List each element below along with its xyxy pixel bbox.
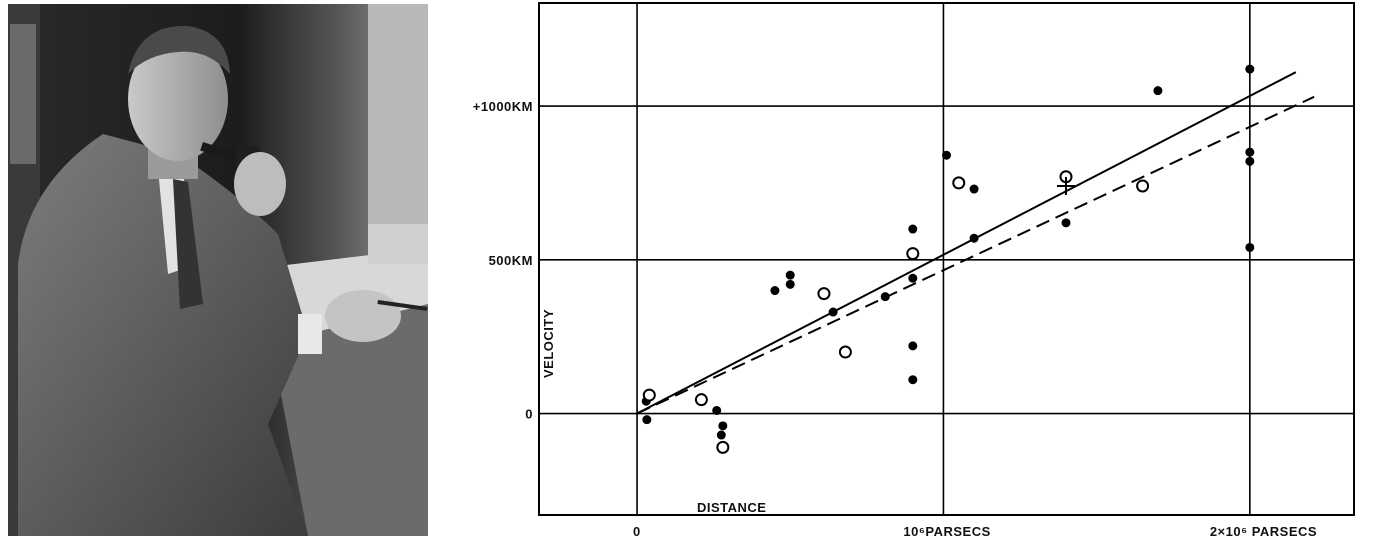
point-open-3 — [817, 287, 831, 301]
y-tick-label-1: 500KM — [489, 253, 533, 268]
point-filled-9 — [828, 307, 838, 317]
point-filled-8 — [785, 270, 795, 280]
y-axis-label: VELOCITY — [541, 309, 556, 378]
point-filled-12 — [908, 273, 918, 283]
fit-line-solid — [636, 71, 1297, 415]
point-open-0 — [642, 388, 656, 402]
x-tick-labels: 0 10⁶PARSECS 2×10⁶ PARSECS — [633, 524, 1317, 539]
x-tick-label-2: 2×10⁶ PARSECS — [1210, 524, 1317, 539]
point-filled-0 — [642, 415, 652, 425]
point-filled-23 — [1245, 242, 1255, 252]
data-points — [641, 64, 1255, 454]
y-tick-label-2: +1000KM — [473, 99, 533, 114]
point-filled-13 — [908, 341, 918, 351]
point-open-2 — [716, 440, 730, 454]
point-open-8 — [1136, 179, 1150, 193]
point-filled-10 — [880, 292, 890, 302]
point-filled-15 — [942, 150, 951, 160]
point-open-5 — [906, 247, 920, 261]
point-open-4 — [838, 345, 852, 359]
point-filled-22 — [1245, 156, 1255, 166]
point-filled-11 — [908, 224, 918, 234]
point-filled-16 — [969, 184, 979, 194]
fit-lines — [636, 71, 1315, 415]
point-cross-0 — [1056, 176, 1075, 195]
point-open-6 — [952, 176, 966, 190]
chart-svg: 0 10⁶PARSECS 2×10⁶ PARSECS 0 500KM +1000KM D… — [473, 2, 1355, 539]
point-filled-19 — [1153, 86, 1163, 96]
point-filled-6 — [770, 286, 780, 296]
point-filled-18 — [1061, 218, 1071, 228]
point-filled-4 — [716, 430, 726, 440]
x-axis-label: DISTANCE — [697, 500, 766, 515]
point-open-1 — [694, 393, 708, 407]
point-filled-20 — [1245, 64, 1255, 74]
x-tick-label-1: 10⁶PARSECS — [903, 524, 990, 539]
y-tick-labels: 0 500KM +1000KM — [473, 99, 533, 422]
point-filled-14 — [908, 375, 918, 385]
hubble-portrait-illustration — [8, 4, 428, 536]
grid-lines — [539, 3, 1354, 515]
point-filled-7 — [785, 279, 795, 289]
fit-line-dashed — [636, 95, 1315, 415]
x-tick-label-0: 0 — [633, 524, 641, 539]
point-filled-3 — [712, 405, 722, 415]
point-filled-17 — [969, 233, 979, 243]
point-filled-5 — [718, 421, 728, 431]
y-tick-label-0: 0 — [525, 407, 533, 422]
hubble-photo — [8, 4, 428, 536]
point-filled-21 — [1245, 147, 1255, 157]
velocity-distance-chart: 0 10⁶PARSECS 2×10⁶ PARSECS 0 500KM +1000KM D… — [440, 0, 1380, 540]
